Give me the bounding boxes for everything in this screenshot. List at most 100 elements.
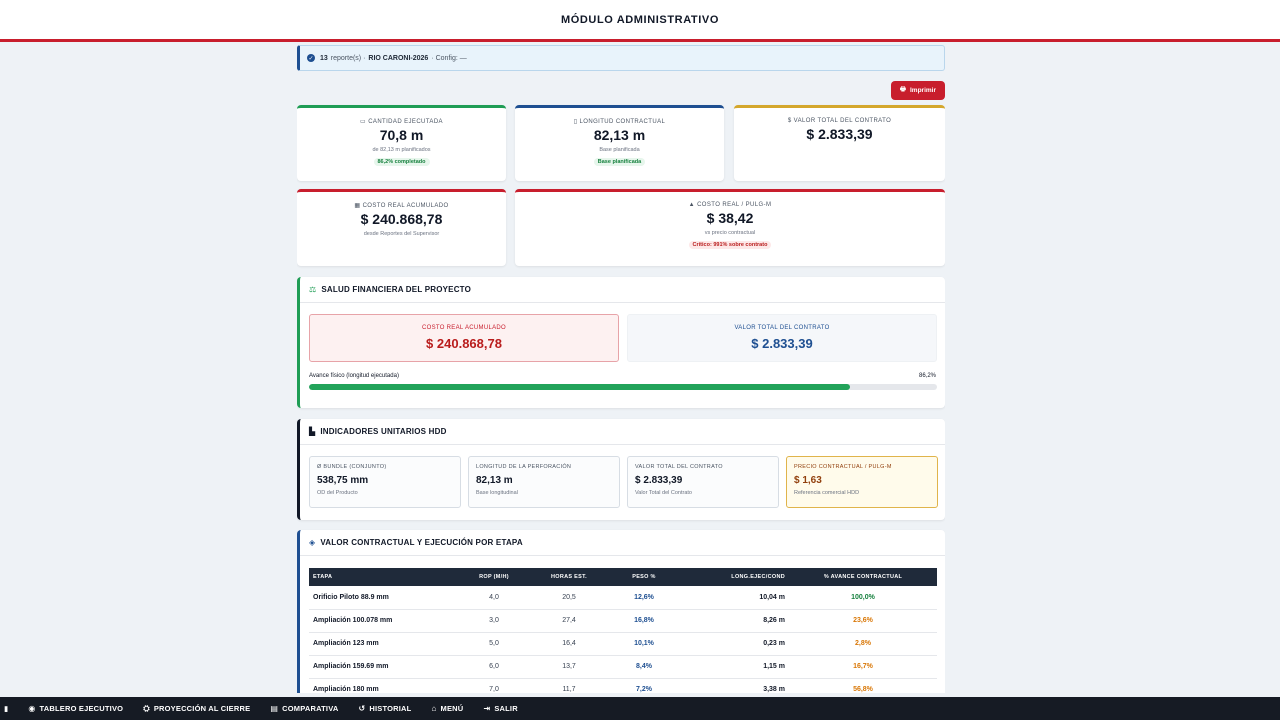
column-header: LONG.EJEC/COND [731,574,785,580]
rop-cell: 4,0 [489,593,499,601]
column-header: ETAPA [313,574,333,580]
panel-header: ⚖ SALUD FINANCIERA DEL PROYECTO [300,277,945,303]
column-header: HORAS EST. [550,574,587,580]
indicator-label: VALOR TOTAL DEL CONTRATO [635,464,723,470]
app-header: MÓDULO ADMINISTRATIVO [0,0,1280,42]
indicator-value: 538,75 mm [317,475,369,486]
kpi-badge: Base planificada [593,158,646,166]
bar-chart-icon: ▙ [309,427,316,436]
progress-label-row: Avance físico (longitud ejecutada) 86,2% [309,373,936,379]
progress-cell: 2,8% [855,640,871,647]
contract-value-value: $ 2.833,39 [751,336,813,351]
main-content: ✓ 13 reporte(s) · RIO CARONI-2026 · Conf… [297,45,945,693]
panel-header: ▙ INDICADORES UNITARIOS HDD [300,419,945,445]
nav-item-history[interactable]: ↺ HISTORIAL [358,704,411,713]
indicator-card-bundle: Ø BUNDLE (CONJUNTO) 538,75 mm OD del Pro… [309,456,461,508]
indicator-sub: Referencia comercial HDD [794,490,860,496]
progress-percent: 86,2% [918,373,936,379]
nav-item-label: HISTORIAL [369,704,412,713]
report-info-bar: ✓ 13 reporte(s) · RIO CARONI-2026 · Conf… [297,45,945,71]
panel-title: VALOR CONTRACTUAL Y EJECUCIÓN POR ETAPA [320,538,523,547]
table-header-row: ETAPA ROP (M/H) HORAS EST. PESO % LONG.E… [309,568,937,586]
kpi-label: ▯ LONGITUD CONTRACTUAL [573,119,666,125]
kpi-value: 82,13 m [593,127,646,143]
financial-health-panel: ⚖ SALUD FINANCIERA DEL PROYECTO COSTO RE… [297,277,945,408]
check-circle-icon: ✓ [307,54,315,62]
calculator-icon: ▦ [354,203,361,209]
kpi-value: $ 2.833,39 [806,126,873,142]
stage-name-cell: Ampliación 123 mm [313,640,379,647]
contract-value-label: VALOR TOTAL DEL CONTRATO [734,325,830,331]
stage-name-cell: Ampliación 180 mm [313,686,379,693]
print-button[interactable]: 🖶 Imprimir [890,80,945,100]
column-header: ROP (M/H) [479,574,509,580]
length-cell: 1,15 m [763,663,785,670]
document-icon: ▯ [573,119,578,125]
nav-item-compare[interactable]: ▤ COMPARATIVA [270,704,338,713]
progress-cell: 16,7% [853,663,873,670]
logout-icon: ⇥ [483,704,491,713]
indicator-sub: Valor Total del Contrato [635,490,692,496]
indicator-card-length: LONGITUD DE LA PERFORACIÓN 82,13 m Base … [468,456,620,508]
panel-header: ◈ VALOR CONTRACTUAL Y EJECUCIÓN POR ETAP… [300,530,945,556]
hours-cell: 20,5 [562,593,576,601]
indicator-label: Ø BUNDLE (CONJUNTO) [317,464,387,470]
bottom-nav: ▮ ◉ TABLERO EJECUTIVO ⛭ PROYECCIÓN AL CIERR… [0,697,1280,720]
progress-cell: 56,8% [853,686,873,693]
length-cell: 10,04 m [759,593,785,601]
nav-item-home[interactable]: ⌂ MENÚ [431,704,463,713]
report-count: 13 [320,54,328,62]
hdd-indicators-panel: ▙ INDICADORES UNITARIOS HDD Ø BUNDLE (CO… [297,419,945,520]
project-name: RIO CARONI-2026 [368,54,429,62]
stages-table: ETAPA ROP (M/H) HORAS EST. PESO % LONG.E… [309,568,937,693]
kpi-card-contract-length: ▯ LONGITUD CONTRACTUAL 82,13 m Base plan… [515,105,724,181]
progress-cell: 23,6% [853,617,873,624]
real-cost-label: COSTO REAL ACUMULADO [421,325,507,331]
kpi-value: 70,8 m [379,127,424,143]
kpi-sub: Base planificada [599,147,640,153]
nav-item-label: COMPARATIVA [282,704,339,713]
indicator-sub: OD del Producto [317,490,358,496]
dashboard-icon: ◉ [28,704,36,713]
rop-cell: 3,0 [489,617,499,624]
kpi-sub: desde Reportes del Supervisor [363,231,440,237]
kpi-label: ▦ COSTO REAL ACUMULADO [354,203,449,209]
page-title: MÓDULO ADMINISTRATIVO [560,13,720,26]
kpi-card-executed-quantity: ▭ CANTIDAD EJECUTADA 70,8 m de 82,13 m p… [297,105,506,181]
column-header: PESO % [632,574,656,580]
nav-item-label: TABLERO EJECUTIVO [39,704,124,713]
indicator-label: PRECIO CONTRACTUAL / PULG-M [794,464,892,470]
chart-icon: ▲ [688,202,695,208]
indicator-sub: Base longitudinal [476,490,518,496]
panel-title: INDICADORES UNITARIOS HDD [320,427,447,436]
weight-cell: 12,6% [634,593,654,601]
column-header: % AVANCE CONTRACTUAL [823,574,903,580]
length-cell: 3,38 m [763,686,785,693]
weight-cell: 8,4% [636,663,652,670]
stage-name-cell: Ampliación 159.69 mm [313,663,389,670]
panel-title: SALUD FINANCIERA DEL PROYECTO [321,285,472,294]
nav-item-logout[interactable]: ⇥ SALIR [483,704,517,713]
config-text: · Config: — [431,54,467,62]
kpi-badge: 86,2% completado [373,158,430,166]
rop-cell: 7,0 [489,686,499,693]
dollar-icon: $ [787,118,792,124]
kpi-value: $ 38,42 [706,210,754,226]
report-count-suffix: reporte(s) · [330,54,366,62]
table-row: Ampliación 159.69 mm 6,0 13,7 8,4% 1,15 m 16,… [309,655,937,678]
rop-cell: 6,0 [489,663,499,670]
table-row: Ampliación 123 mm 5,0 16,4 10,1% 0,23 m 2,8% [309,632,937,655]
nav-item-label: PROYECCIÓN AL CIERRE [153,704,251,713]
stages-panel: ◈ VALOR CONTRACTUAL Y EJECUCIÓN POR ETAP… [297,530,945,693]
progress-label: Avance físico (longitud ejecutada) [309,373,399,379]
nav-item-dashboard[interactable]: ◉ TABLERO EJECUTIVO [28,704,123,713]
nav-item-projection[interactable]: ⛭ PROYECCIÓN AL CIERRE [143,704,250,714]
nav-edge-marker: ▮ [4,704,9,713]
weight-cell: 16,8% [634,617,654,624]
hours-cell: 13,7 [562,663,576,670]
table-row: Ampliación 180 mm 7,0 11,7 7,2% 3,38 m 56,8% [309,678,937,693]
indicator-label: LONGITUD DE LA PERFORACIÓN [476,464,572,470]
hours-cell: 16,4 [562,640,576,647]
ruler-icon: ▭ [360,119,367,125]
kpi-card-real-cost: ▦ COSTO REAL ACUMULADO $ 240.868,78 desd… [297,189,506,266]
